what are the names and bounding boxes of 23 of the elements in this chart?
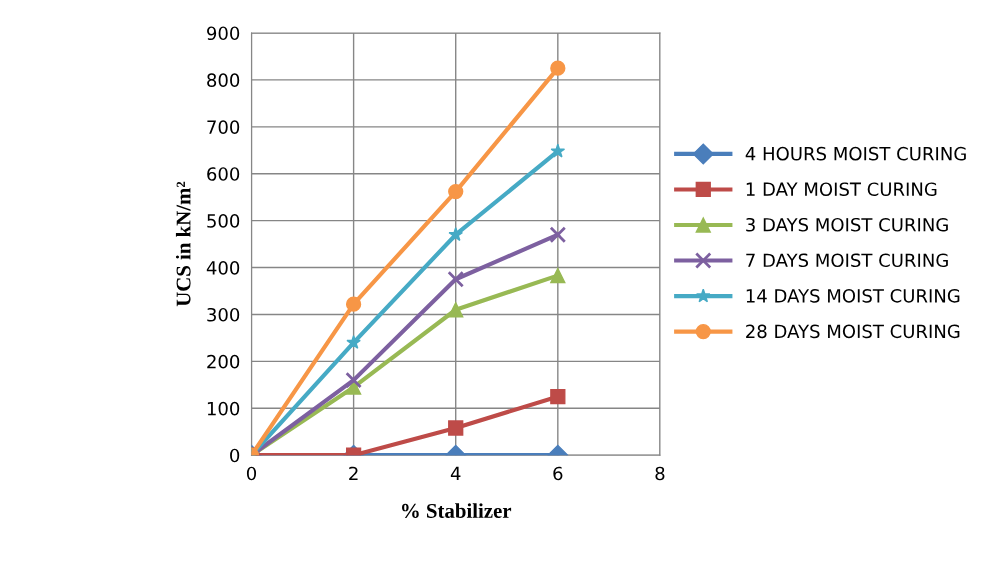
x-tick-label: 8 <box>655 466 665 481</box>
y-tick-label: 400 <box>206 261 240 275</box>
legend-label: 28 DAYS MOIST CURING <box>746 324 960 339</box>
y-axis-title: UCS in kN/m² <box>175 181 191 307</box>
legend-label: 14 DAYS MOIST CURING <box>746 288 960 303</box>
y-tick-label: 200 <box>207 354 240 369</box>
x-tick-label: 2 <box>349 466 358 481</box>
y-tick-label: 700 <box>207 120 240 134</box>
y-tick-label: 600 <box>207 167 240 181</box>
y-tick-label: 0 <box>230 448 240 463</box>
x-tick-label: 6 <box>553 466 563 481</box>
legend-label: 1 DAY MOIST CURING <box>746 182 937 197</box>
legend-label: 7 DAYS MOIST CURING <box>746 253 948 268</box>
y-tick-label: 300 <box>207 307 240 322</box>
legend-label: 3 DAYS MOIST CURING <box>746 217 948 232</box>
y-tick-label: 900 <box>207 26 240 41</box>
x-axis-title: % Stabilizer <box>402 503 512 518</box>
x-tick-label: 0 <box>246 466 257 481</box>
y-tick-label: 800 <box>207 73 240 88</box>
y-tick-label: 100 <box>207 401 240 416</box>
x-tick-label: 4 <box>450 466 461 481</box>
legend-label: 4 HOURS MOIST CURING <box>745 146 966 161</box>
y-tick-label: 500 <box>207 214 240 228</box>
